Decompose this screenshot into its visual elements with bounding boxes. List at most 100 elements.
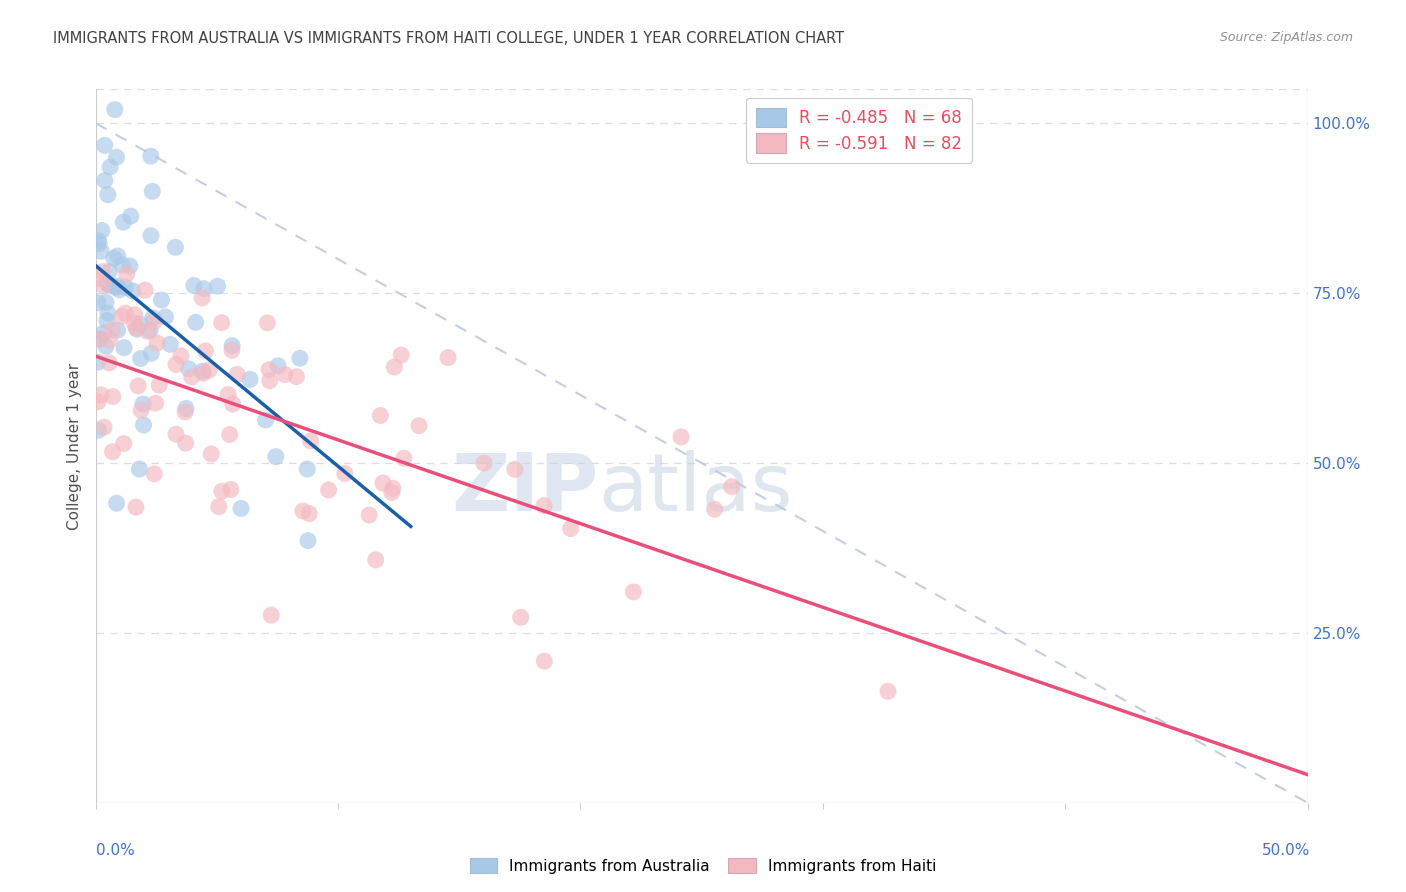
Point <box>129 317 152 331</box>
Point <box>165 240 187 254</box>
Point <box>174 401 197 416</box>
Point <box>221 343 243 358</box>
Point <box>503 462 526 476</box>
Point <box>291 504 314 518</box>
Point <box>333 467 356 481</box>
Point <box>165 427 187 442</box>
Point <box>94 173 117 187</box>
Point <box>97 187 120 202</box>
Point <box>139 149 162 163</box>
Point <box>256 316 278 330</box>
Point <box>146 336 169 351</box>
Point <box>111 258 134 272</box>
Point <box>87 355 110 369</box>
Point <box>96 313 118 327</box>
Text: Source: ZipAtlas.com: Source: ZipAtlas.com <box>1219 31 1353 45</box>
Point <box>177 362 200 376</box>
Point <box>533 499 555 513</box>
Point <box>112 436 135 450</box>
Point <box>408 418 430 433</box>
Y-axis label: College, Under 1 year: College, Under 1 year <box>66 362 82 530</box>
Point <box>101 390 124 404</box>
Point <box>198 363 221 377</box>
Point <box>143 467 166 481</box>
Point <box>90 244 112 259</box>
Point <box>208 500 231 514</box>
Point <box>108 283 131 297</box>
Point <box>193 367 215 381</box>
Point <box>107 279 129 293</box>
Point <box>703 502 725 516</box>
Legend: Immigrants from Australia, Immigrants from Haiti: Immigrants from Australia, Immigrants fr… <box>464 852 942 880</box>
Point <box>145 396 167 410</box>
Point <box>239 372 262 386</box>
Point <box>381 485 404 500</box>
Point <box>180 370 202 384</box>
Point <box>257 362 280 376</box>
Point <box>132 417 155 432</box>
Text: 0.0%: 0.0% <box>96 843 135 858</box>
Point <box>107 323 129 337</box>
Point <box>141 346 163 360</box>
Point <box>125 500 148 515</box>
Point <box>139 228 162 243</box>
Point <box>101 444 124 458</box>
Point <box>254 413 277 427</box>
Point <box>226 368 249 382</box>
Point <box>97 277 120 291</box>
Point <box>174 405 197 419</box>
Point <box>183 278 205 293</box>
Point <box>170 349 193 363</box>
Point <box>382 359 405 374</box>
Point <box>298 507 321 521</box>
Point <box>389 348 412 362</box>
Point <box>150 293 173 307</box>
Point <box>297 462 319 476</box>
Text: atlas: atlas <box>599 450 793 528</box>
Point <box>89 236 111 251</box>
Point <box>219 483 242 497</box>
Point <box>297 533 319 548</box>
Point <box>437 351 460 365</box>
Point <box>288 351 311 366</box>
Text: IMMIGRANTS FROM AUSTRALIA VS IMMIGRANTS FROM HAITI COLLEGE, UNDER 1 YEAR CORRELA: IMMIGRANTS FROM AUSTRALIA VS IMMIGRANTS … <box>53 31 845 46</box>
Point <box>191 291 214 305</box>
Point <box>211 484 233 499</box>
Point <box>118 259 141 273</box>
Point <box>132 397 155 411</box>
Point <box>93 326 115 340</box>
Point <box>129 351 152 366</box>
Point <box>877 684 900 698</box>
Point <box>218 427 240 442</box>
Point <box>191 364 214 378</box>
Point <box>93 420 115 434</box>
Point <box>98 160 121 174</box>
Point <box>115 267 138 281</box>
Point <box>560 522 582 536</box>
Point <box>217 387 239 401</box>
Point <box>229 501 252 516</box>
Point <box>259 374 281 388</box>
Point <box>107 249 129 263</box>
Point <box>87 394 110 409</box>
Point <box>129 403 152 417</box>
Point <box>134 283 156 297</box>
Point <box>87 234 110 248</box>
Point <box>98 264 121 278</box>
Point <box>105 150 128 164</box>
Point <box>392 451 415 466</box>
Point <box>159 337 181 351</box>
Point <box>364 553 387 567</box>
Point <box>155 310 177 324</box>
Point <box>127 379 149 393</box>
Point <box>111 310 134 324</box>
Point <box>274 368 297 382</box>
Point <box>509 610 531 624</box>
Point <box>472 456 495 470</box>
Point <box>136 324 159 338</box>
Point <box>370 409 392 423</box>
Point <box>141 184 163 198</box>
Point <box>318 483 340 497</box>
Point <box>222 397 245 411</box>
Point <box>89 332 111 346</box>
